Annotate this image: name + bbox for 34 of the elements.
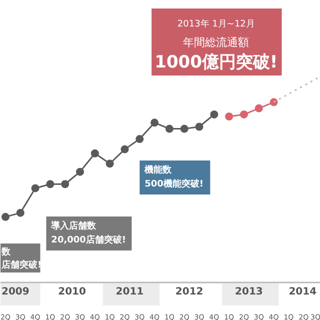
- point: [120, 145, 129, 154]
- point: [210, 110, 218, 118]
- point: [1, 212, 10, 221]
- annotation: 機能数: [144, 164, 173, 176]
- text: 2010: [58, 286, 86, 298]
- point: [106, 160, 114, 168]
- text: 1000億円突破!: [154, 52, 278, 72]
- annotation: 数: [0, 246, 12, 258]
- point: [31, 184, 40, 192]
- point: [225, 112, 234, 120]
- point: [270, 98, 278, 106]
- point: [254, 104, 263, 112]
- text: 年間総流通額: [183, 36, 250, 49]
- annotation: 20,000店舗突破!: [51, 234, 126, 246]
- point: [46, 180, 54, 188]
- point: [16, 208, 24, 217]
- point: [195, 122, 204, 131]
- point: [180, 124, 188, 133]
- text: 2014: [288, 286, 317, 298]
- text: 2013年 1月~12月: [177, 18, 255, 30]
- point: [76, 168, 84, 176]
- text: 2013: [235, 286, 263, 298]
- text: 2009: [1, 286, 30, 298]
- point: [165, 124, 174, 133]
- point: [240, 110, 248, 118]
- annotation: 500機能突破!: [144, 178, 204, 190]
- annotation: 導入店舗数: [50, 220, 98, 232]
- point: [136, 135, 144, 144]
- point: [61, 180, 70, 188]
- annotation: 店舗突破!: [0, 260, 42, 270]
- text: 2011: [116, 286, 144, 298]
- point: [90, 149, 99, 158]
- point: [150, 118, 159, 127]
- text: 2012: [175, 286, 204, 298]
